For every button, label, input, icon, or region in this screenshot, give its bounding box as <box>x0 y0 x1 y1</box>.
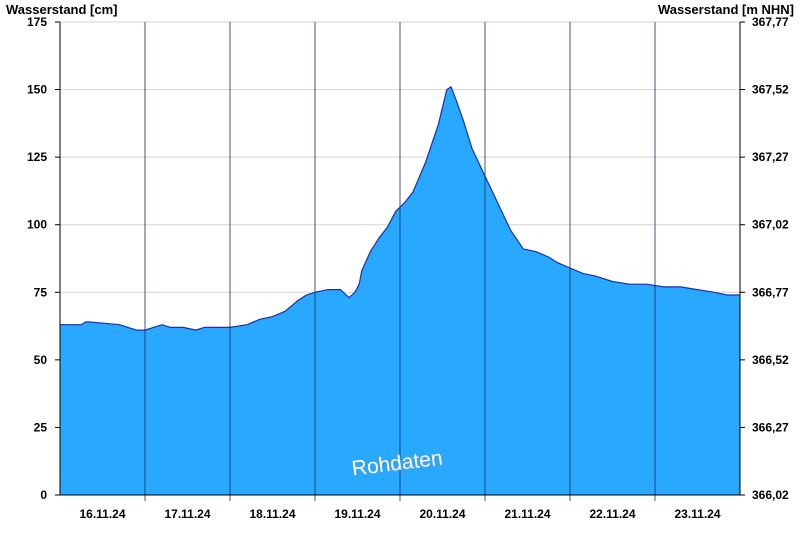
y-tick-label: 50 <box>34 353 48 367</box>
x-tick-label: 22.11.24 <box>589 507 635 521</box>
x-tick-label: 23.11.24 <box>674 507 720 521</box>
x-tick-label: 20.11.24 <box>419 507 465 521</box>
y-tick-label: 25 <box>34 420 48 434</box>
y-tick-label: 75 <box>34 285 48 299</box>
y-tick-label: 175 <box>27 15 47 29</box>
y-tick-label-right: 366,52 <box>752 353 789 367</box>
y-tick-label-right: 366,27 <box>752 420 789 434</box>
x-tick-label: 21.11.24 <box>504 507 550 521</box>
y-ticks-left: 0 25 50 75 100 125 150 175 <box>27 15 60 502</box>
y-ticks-right: 366,02 366,27 366,52 366,77 367,02 367,27 367,… <box>740 15 789 502</box>
y-tick-label: 150 <box>27 83 47 97</box>
y-tick-label-right: 366,02 <box>752 488 789 502</box>
y-tick-label: 0 <box>40 488 47 502</box>
x-tick-label: 18.11.24 <box>249 507 295 521</box>
y-axis-title-left: Wasserstand [cm] <box>6 2 118 17</box>
day-separators <box>144 22 656 501</box>
x-tick-label: 17.11.24 <box>164 507 210 521</box>
y-axis-title-right: Wasserstand [m NHN] <box>657 2 794 17</box>
y-tick-label: 100 <box>27 218 47 232</box>
y-tick-label: 125 <box>27 150 47 164</box>
y-tick-label-right: 367,52 <box>752 83 789 97</box>
x-tick-label: 19.11.24 <box>334 507 380 521</box>
y-tick-label-right: 367,02 <box>752 218 789 232</box>
water-level-line <box>60 86 740 331</box>
x-ticks: 16.11.24 17.11.24 18.11.24 19.11.24 20.11.24… <box>79 507 720 521</box>
y-tick-label-right: 367,77 <box>752 15 789 29</box>
axes <box>59 22 741 496</box>
x-tick-label: 16.11.24 <box>79 507 125 521</box>
y-tick-label-right: 367,27 <box>752 150 789 164</box>
y-tick-label-right: 366,77 <box>752 285 789 299</box>
